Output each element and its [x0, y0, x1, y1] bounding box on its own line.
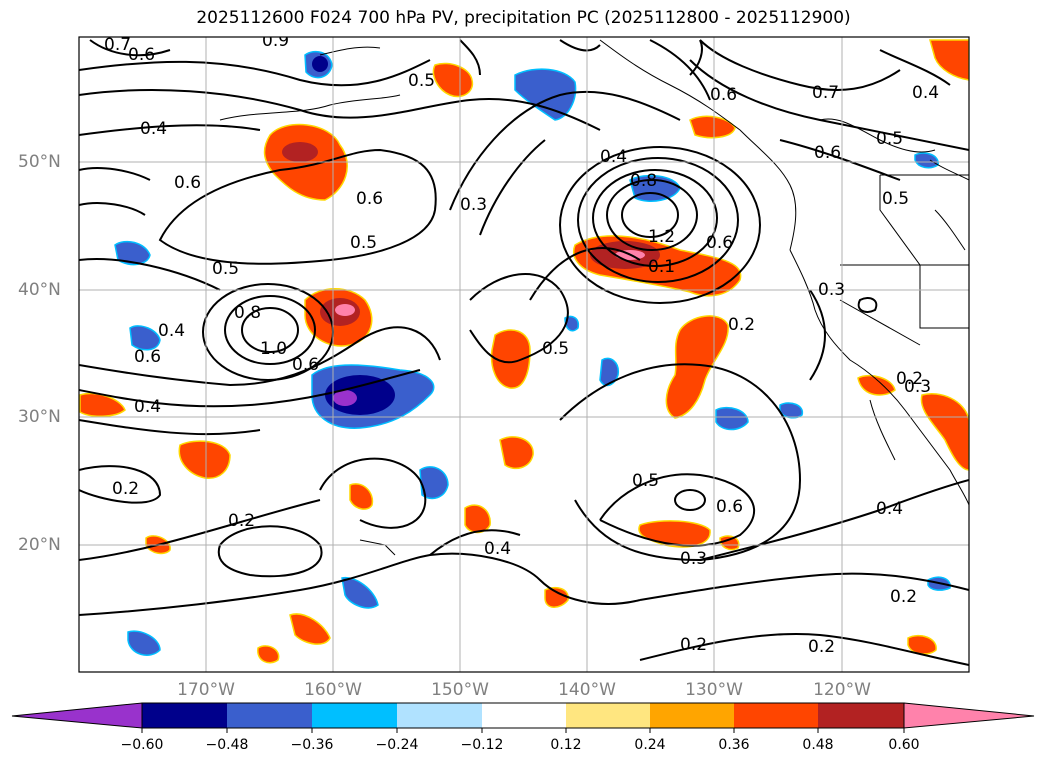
contour-label: 0.6	[128, 45, 155, 65]
colorbar-segment	[142, 703, 227, 728]
colorbar-tick-label: 0.24	[634, 737, 666, 753]
contour-label: 0.2	[890, 587, 917, 607]
coastlines	[219, 39, 969, 556]
contour-label: 0.6	[710, 85, 737, 105]
gridlines	[79, 37, 969, 672]
contour-label: 0.5	[876, 129, 903, 149]
colorbar-extend-low	[11, 702, 143, 729]
contour-label: 0.5	[212, 259, 239, 279]
contour-label: 0.2	[728, 315, 755, 335]
colorbar-segment	[227, 703, 312, 728]
colorbar-tick-label: −0.60	[120, 737, 164, 753]
colorbar-tick-label: 0.60	[888, 737, 920, 753]
map-border	[78, 36, 970, 673]
colorbar-tick-label: 0.12	[550, 737, 582, 753]
contour-label: 0.4	[912, 83, 939, 103]
contour-label: 0.7	[812, 83, 839, 103]
longitude-label: 160°W	[304, 680, 362, 700]
contour-label: 0.2	[808, 637, 835, 657]
contour-label: 0.3	[904, 377, 931, 397]
latitude-label: 30°N	[18, 407, 61, 427]
contour-label: 0.1	[648, 257, 675, 277]
contour-labels: 0.7 0.6 0.4 0.6 0.6 0.5 0.5 0.4 0.8 1.0 …	[104, 31, 939, 657]
contour-label: 0.2	[112, 479, 139, 499]
contour-label: 0.3	[460, 195, 487, 215]
latitude-label: 50°N	[18, 152, 61, 172]
contour-label: 0.6	[356, 189, 383, 209]
latitude-label: 20°N	[18, 535, 61, 555]
contour-label: 1.2	[648, 227, 675, 247]
contour-label: 0.5	[542, 339, 569, 359]
map-title: 2025112600 F024 700 hPa PV, precipitatio…	[196, 8, 851, 28]
colorbar-segment	[312, 703, 397, 728]
contour-label: 0.6	[814, 143, 841, 163]
contour-label: 0.8	[630, 171, 657, 191]
colorbar-segment	[734, 703, 818, 728]
colorbar-tick-label: 0.36	[718, 737, 750, 753]
longitude-label: 120°W	[813, 680, 871, 700]
contour-label: 0.7	[104, 35, 131, 55]
contour-label: 0.2	[896, 369, 923, 389]
contour-label: 0.5	[408, 71, 435, 91]
contour-label: 0.5	[632, 471, 659, 491]
contour-label: 0.4	[600, 147, 627, 167]
colorbar-segment	[566, 703, 650, 728]
colorbar-tick-label: −0.24	[375, 737, 419, 753]
colorbar-segment	[650, 703, 734, 728]
colorbar-tick-label: −0.36	[290, 737, 334, 753]
contour-label: 1.0	[260, 339, 287, 359]
colorbar-segment	[482, 703, 566, 728]
colorbar-extend-high	[903, 702, 1035, 729]
colorbar-tick-label: −0.12	[460, 737, 504, 753]
contour-label: 0.6	[706, 233, 733, 253]
contour-label: 0.3	[818, 280, 845, 300]
contour-label: 0.2	[680, 635, 707, 655]
contour-label: 0.6	[716, 497, 743, 517]
colorbar-segment	[818, 703, 904, 728]
latitude-label: 40°N	[18, 280, 61, 300]
precipitation-shading	[79, 39, 969, 664]
contour-label: 0.5	[350, 233, 377, 253]
colorbar	[11, 702, 1035, 733]
contour-label: 0.3	[680, 549, 707, 569]
contour-label: 0.6	[174, 173, 201, 193]
contour-label: 0.4	[484, 539, 511, 559]
longitude-label: 150°W	[431, 680, 489, 700]
longitude-label: 170°W	[177, 680, 235, 700]
contour-label: 0.4	[158, 321, 185, 341]
contour-label: 0.6	[134, 347, 161, 367]
contour-label: 0.9	[262, 31, 289, 51]
contour-label: 0.5	[882, 189, 909, 209]
longitude-label: 140°W	[558, 680, 616, 700]
contour-label: 0.4	[876, 499, 903, 519]
contour-label: 0.6	[292, 355, 319, 375]
contour-label: 0.8	[234, 303, 261, 323]
longitude-label: 130°W	[685, 680, 743, 700]
contour-label: 0.4	[140, 119, 167, 139]
colorbar-tick-label: 0.48	[802, 737, 834, 753]
contour-label: 0.2	[228, 511, 255, 531]
colorbar-segment	[397, 703, 482, 728]
colorbar-tick-label: −0.48	[205, 737, 249, 753]
contour-label: 0.4	[134, 397, 161, 417]
